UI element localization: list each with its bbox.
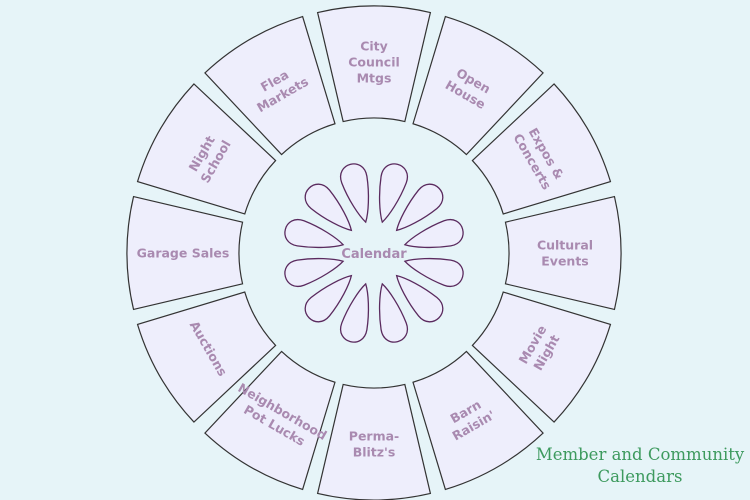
diagram-caption: Member and Community Calendars xyxy=(530,444,750,488)
segment-label-garage-sales: Garage Sales xyxy=(137,246,230,261)
segment-cultural-events: Cultural Events xyxy=(504,195,622,311)
segment-shape xyxy=(471,291,612,423)
petal-shape xyxy=(304,274,353,323)
caption-line-2: Calendars xyxy=(597,467,683,486)
segment-label-line: City xyxy=(360,39,388,54)
segment-open-house: OpenHouse xyxy=(412,15,544,156)
petal-shape xyxy=(284,257,345,288)
petal-shape xyxy=(403,218,464,249)
segment-flea-markets: FleaMarkets xyxy=(204,15,336,156)
segment-auctions: Auctions xyxy=(136,291,277,423)
segment-shape xyxy=(126,195,244,311)
segment-perma-blitz-s: Perma-Blitz's xyxy=(316,383,432,500)
segment-label-line: Blitz's xyxy=(353,445,396,460)
segment-shape xyxy=(204,350,336,491)
petal-shape xyxy=(339,163,370,224)
segment-label-line: Events xyxy=(541,254,588,269)
petal-shape xyxy=(378,163,409,224)
segment-shape xyxy=(412,15,544,156)
caption-line-1: Member and Community xyxy=(535,445,745,464)
segment-label-line: Garage Sales xyxy=(137,246,230,261)
segment-garage-sales: Garage Sales xyxy=(126,195,244,311)
segment-neighborhood-pot-lucks: NeighborhoodPot Lucks xyxy=(204,350,336,491)
petal-shape xyxy=(284,218,345,249)
petal-shape xyxy=(395,274,444,323)
petal-shape xyxy=(403,257,464,288)
petal-shape xyxy=(378,282,409,343)
segment-label-line: Mtgs xyxy=(357,71,392,86)
segment-shape xyxy=(316,5,432,123)
segment-barn-raisin: BarnRaisin' xyxy=(412,350,544,491)
segment-shape xyxy=(204,15,336,156)
segment-label-line: Council xyxy=(348,55,400,70)
segment-label-perma-blitz-s: Perma-Blitz's xyxy=(349,429,399,460)
segment-shape xyxy=(471,83,612,215)
segment-expos-concerts: Expos &Concerts xyxy=(471,83,612,215)
segment-label-line: Perma- xyxy=(349,429,399,444)
segment-shape xyxy=(504,195,622,311)
segment-shape xyxy=(136,83,277,215)
segment-city-council-mtgs: City Council Mtgs xyxy=(316,5,432,123)
segment-shape xyxy=(412,350,544,491)
petal-shape xyxy=(339,282,370,343)
petal-shape xyxy=(395,183,444,232)
segment-movie-night: MovieNight xyxy=(471,291,612,423)
petal-shape xyxy=(304,183,353,232)
calendar-flower xyxy=(284,163,464,343)
center-label: Calendar xyxy=(341,247,407,262)
segment-night-school: NightSchool xyxy=(136,83,277,215)
segment-label-city-council-mtgs: City Council Mtgs xyxy=(348,39,400,86)
segment-label-cultural-events: Cultural Events xyxy=(537,238,593,269)
segment-label-line: Cultural xyxy=(537,238,593,253)
segment-shape xyxy=(316,383,432,500)
segment-shape xyxy=(136,291,277,423)
